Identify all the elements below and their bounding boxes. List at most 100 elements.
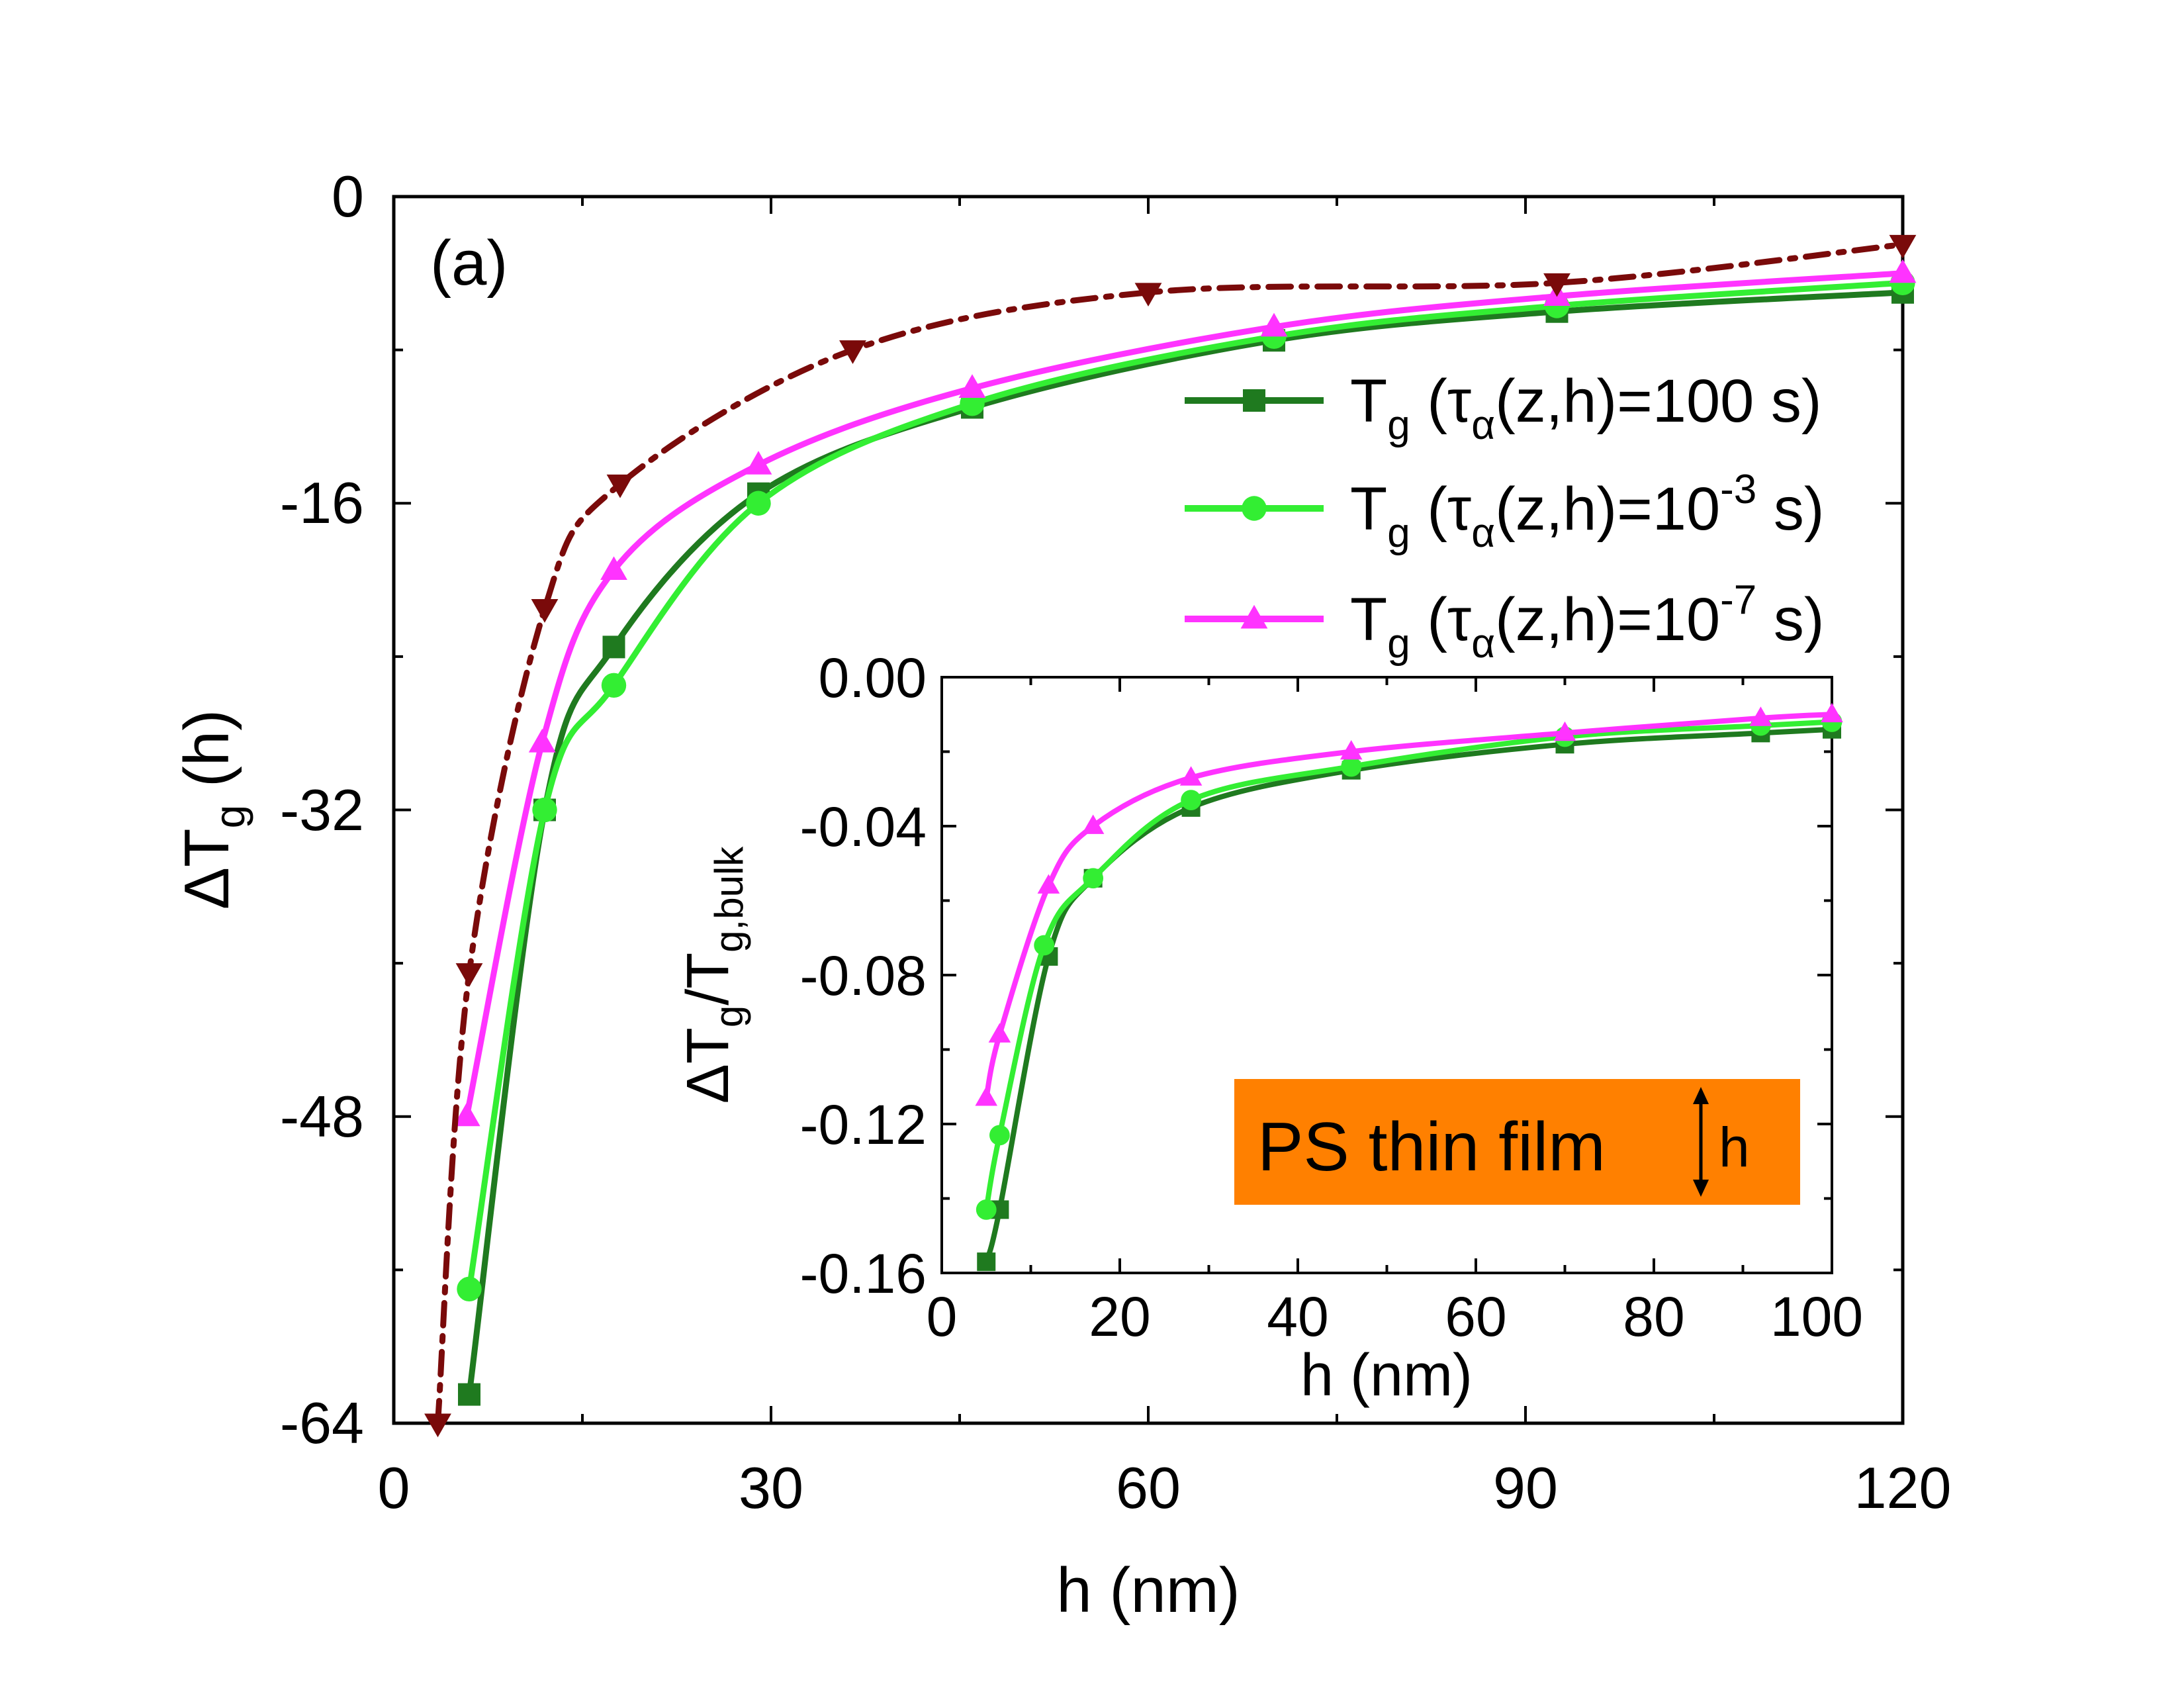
legend-label-0-part-2: ( — [1410, 367, 1448, 435]
main-y-tick-labels: 0 -16 -32 -48 -64 — [280, 164, 364, 1456]
inset-series-1-point-5 — [1341, 756, 1362, 777]
legend-label-1-part-2: ( — [1410, 475, 1448, 543]
main-series-3-point-2 — [531, 599, 559, 623]
legend-label-1: Tg (τα(z,h)=10-3 s) — [1350, 467, 1824, 556]
inset-series-2-point-6 — [1553, 721, 1576, 741]
inset-series-2-point-4 — [1179, 766, 1203, 786]
inset-series-1-point-0 — [976, 1199, 997, 1220]
legend-label-2-part-6: -7 — [1720, 577, 1756, 623]
inset-series-1-point-1 — [989, 1125, 1010, 1146]
legend-label-2-part-4: α — [1471, 621, 1495, 667]
legend-label-0-part-1: g — [1387, 402, 1410, 448]
main-series-3-point-1 — [455, 963, 483, 987]
y-label-base: T — [171, 828, 242, 867]
inset-series-2-point-7 — [1749, 706, 1772, 726]
y-label-rest: (h) — [171, 710, 242, 805]
legend-label-2-part-1: g — [1387, 621, 1410, 667]
inset-x-tick-100: 100 — [1770, 1286, 1863, 1348]
inset-y-label-sub: g — [707, 1006, 751, 1027]
main-y-tick-32: -32 — [280, 777, 364, 843]
inset-y-axis-label: ΔTg/Tg,bulk — [675, 846, 751, 1104]
main-series-3-point-4 — [839, 340, 866, 364]
main-series-1-point-2 — [601, 673, 627, 698]
main-series-2-point-1 — [528, 728, 556, 753]
inset-series-2-point-8 — [1821, 702, 1843, 723]
main-x-tick-0: 0 — [378, 1455, 410, 1521]
main-series-2-point-5 — [1260, 312, 1288, 337]
main-series-2-point-2 — [600, 556, 627, 581]
thickness-arrow-icon — [1693, 1087, 1709, 1197]
main-series-3-point-6 — [1543, 273, 1570, 297]
main-x-axis-label: h (nm) — [1056, 1555, 1240, 1626]
legend: Tg (τα(z,h)=100 s)Tg (τα(z,h)=10-3 s)Tg … — [1185, 367, 1824, 667]
legend-label-1-part-6: -3 — [1720, 467, 1756, 512]
main-x-tick-120: 120 — [1854, 1455, 1952, 1521]
inset-y-tick-labels: 0.00 -0.04 -0.08 -0.12 -0.16 — [800, 647, 927, 1305]
inset-y-tick-12: -0.12 — [800, 1094, 927, 1156]
main-ticks — [392, 195, 1904, 1425]
inset-x-tick-20: 20 — [1089, 1286, 1150, 1348]
panel-label: (a) — [430, 228, 508, 299]
main-series-3-point-7 — [1889, 234, 1917, 259]
main-y-tick-0: 0 — [332, 164, 364, 229]
main-x-tick-60: 60 — [1116, 1455, 1181, 1521]
inset-series-2-point-3 — [1081, 814, 1105, 834]
main-series-2-point-3 — [745, 451, 772, 475]
y-label-sub: g — [206, 805, 253, 829]
inset-series-group — [975, 702, 1843, 1272]
main-series-1-point-1 — [532, 797, 557, 823]
legend-label-2-part-5: (z,h)=10 — [1495, 586, 1720, 653]
inset-series-2-point-5 — [1340, 740, 1363, 760]
main-series-3-point-3 — [606, 474, 634, 498]
main-series-0-point-2 — [602, 635, 625, 659]
legend-label-0-part-4: α — [1471, 402, 1495, 448]
legend-label-1-part-5: (z,h)=10 — [1495, 475, 1720, 543]
inset-y-tick-04: -0.04 — [800, 796, 927, 858]
ps-film-label: PS thin film — [1257, 1109, 1606, 1186]
legend-label-1-part-0: T — [1350, 475, 1387, 543]
inset-y-label-delta: Δ — [675, 1064, 741, 1103]
inset-series-2-point-2 — [1037, 874, 1060, 894]
legend-label-0-part-3: τ — [1447, 367, 1471, 435]
inset-x-tick-labels: 0 20 40 60 80 100 — [927, 1286, 1863, 1348]
legend-label-1-part-1: g — [1387, 510, 1410, 556]
inset-x-tick-40: 40 — [1267, 1286, 1328, 1348]
inset-y-label-slash: /T — [675, 953, 741, 1006]
inset-series-2-point-0 — [975, 1086, 998, 1106]
inset-series-2-point-1 — [988, 1023, 1011, 1043]
inset-series-line-1 — [983, 719, 1832, 1213]
main-series-2-point-7 — [1889, 259, 1917, 283]
main-series-3-point-5 — [1134, 283, 1162, 307]
main-series-3-point-0 — [424, 1413, 451, 1438]
inset-y-tick-08: -0.08 — [800, 945, 927, 1007]
main-y-tick-64: -64 — [280, 1390, 364, 1456]
inset-series-line-2 — [983, 712, 1832, 1101]
inset-y-label-base: T — [675, 1027, 741, 1064]
main-y-axis-label: ΔTg (h) — [171, 710, 253, 910]
inset-y-label-sub2: g,bulk — [707, 846, 751, 953]
inset-series-1-point-3 — [1083, 868, 1104, 889]
inset-y-tick-0: 0.00 — [819, 647, 927, 709]
legend-label-2-part-0: T — [1350, 586, 1387, 653]
inset-x-tick-60: 60 — [1445, 1286, 1506, 1348]
main-y-tick-48: -48 — [280, 1084, 364, 1149]
main-series-2-point-0 — [453, 1102, 480, 1127]
legend-label-0-part-5: (z,h)=100 s) — [1495, 367, 1821, 435]
inset-x-tick-0: 0 — [927, 1286, 958, 1348]
legend-label-1-part-7: s) — [1756, 475, 1824, 543]
legend-label-0: Tg (τα(z,h)=100 s) — [1350, 367, 1822, 448]
y-label-delta: Δ — [171, 867, 242, 910]
legend-label-2-part-3: τ — [1447, 586, 1471, 653]
inset-y-tick-16: -0.16 — [800, 1243, 927, 1305]
legend-label-2-part-2: ( — [1410, 586, 1448, 653]
thickness-h-label: h — [1719, 1116, 1750, 1178]
main-series-line-1 — [466, 279, 1903, 1292]
legend-marker-0 — [1243, 389, 1265, 412]
legend-label-2-part-7: s) — [1756, 586, 1824, 653]
main-x-tick-30: 30 — [739, 1455, 803, 1521]
inset-series-1-point-4 — [1181, 790, 1201, 811]
legend-marker-1 — [1242, 496, 1267, 521]
legend-label-0-part-0: T — [1350, 367, 1387, 435]
inset-series-0-point-0 — [977, 1252, 996, 1272]
inset-x-axis-label: h (nm) — [1300, 1342, 1473, 1409]
